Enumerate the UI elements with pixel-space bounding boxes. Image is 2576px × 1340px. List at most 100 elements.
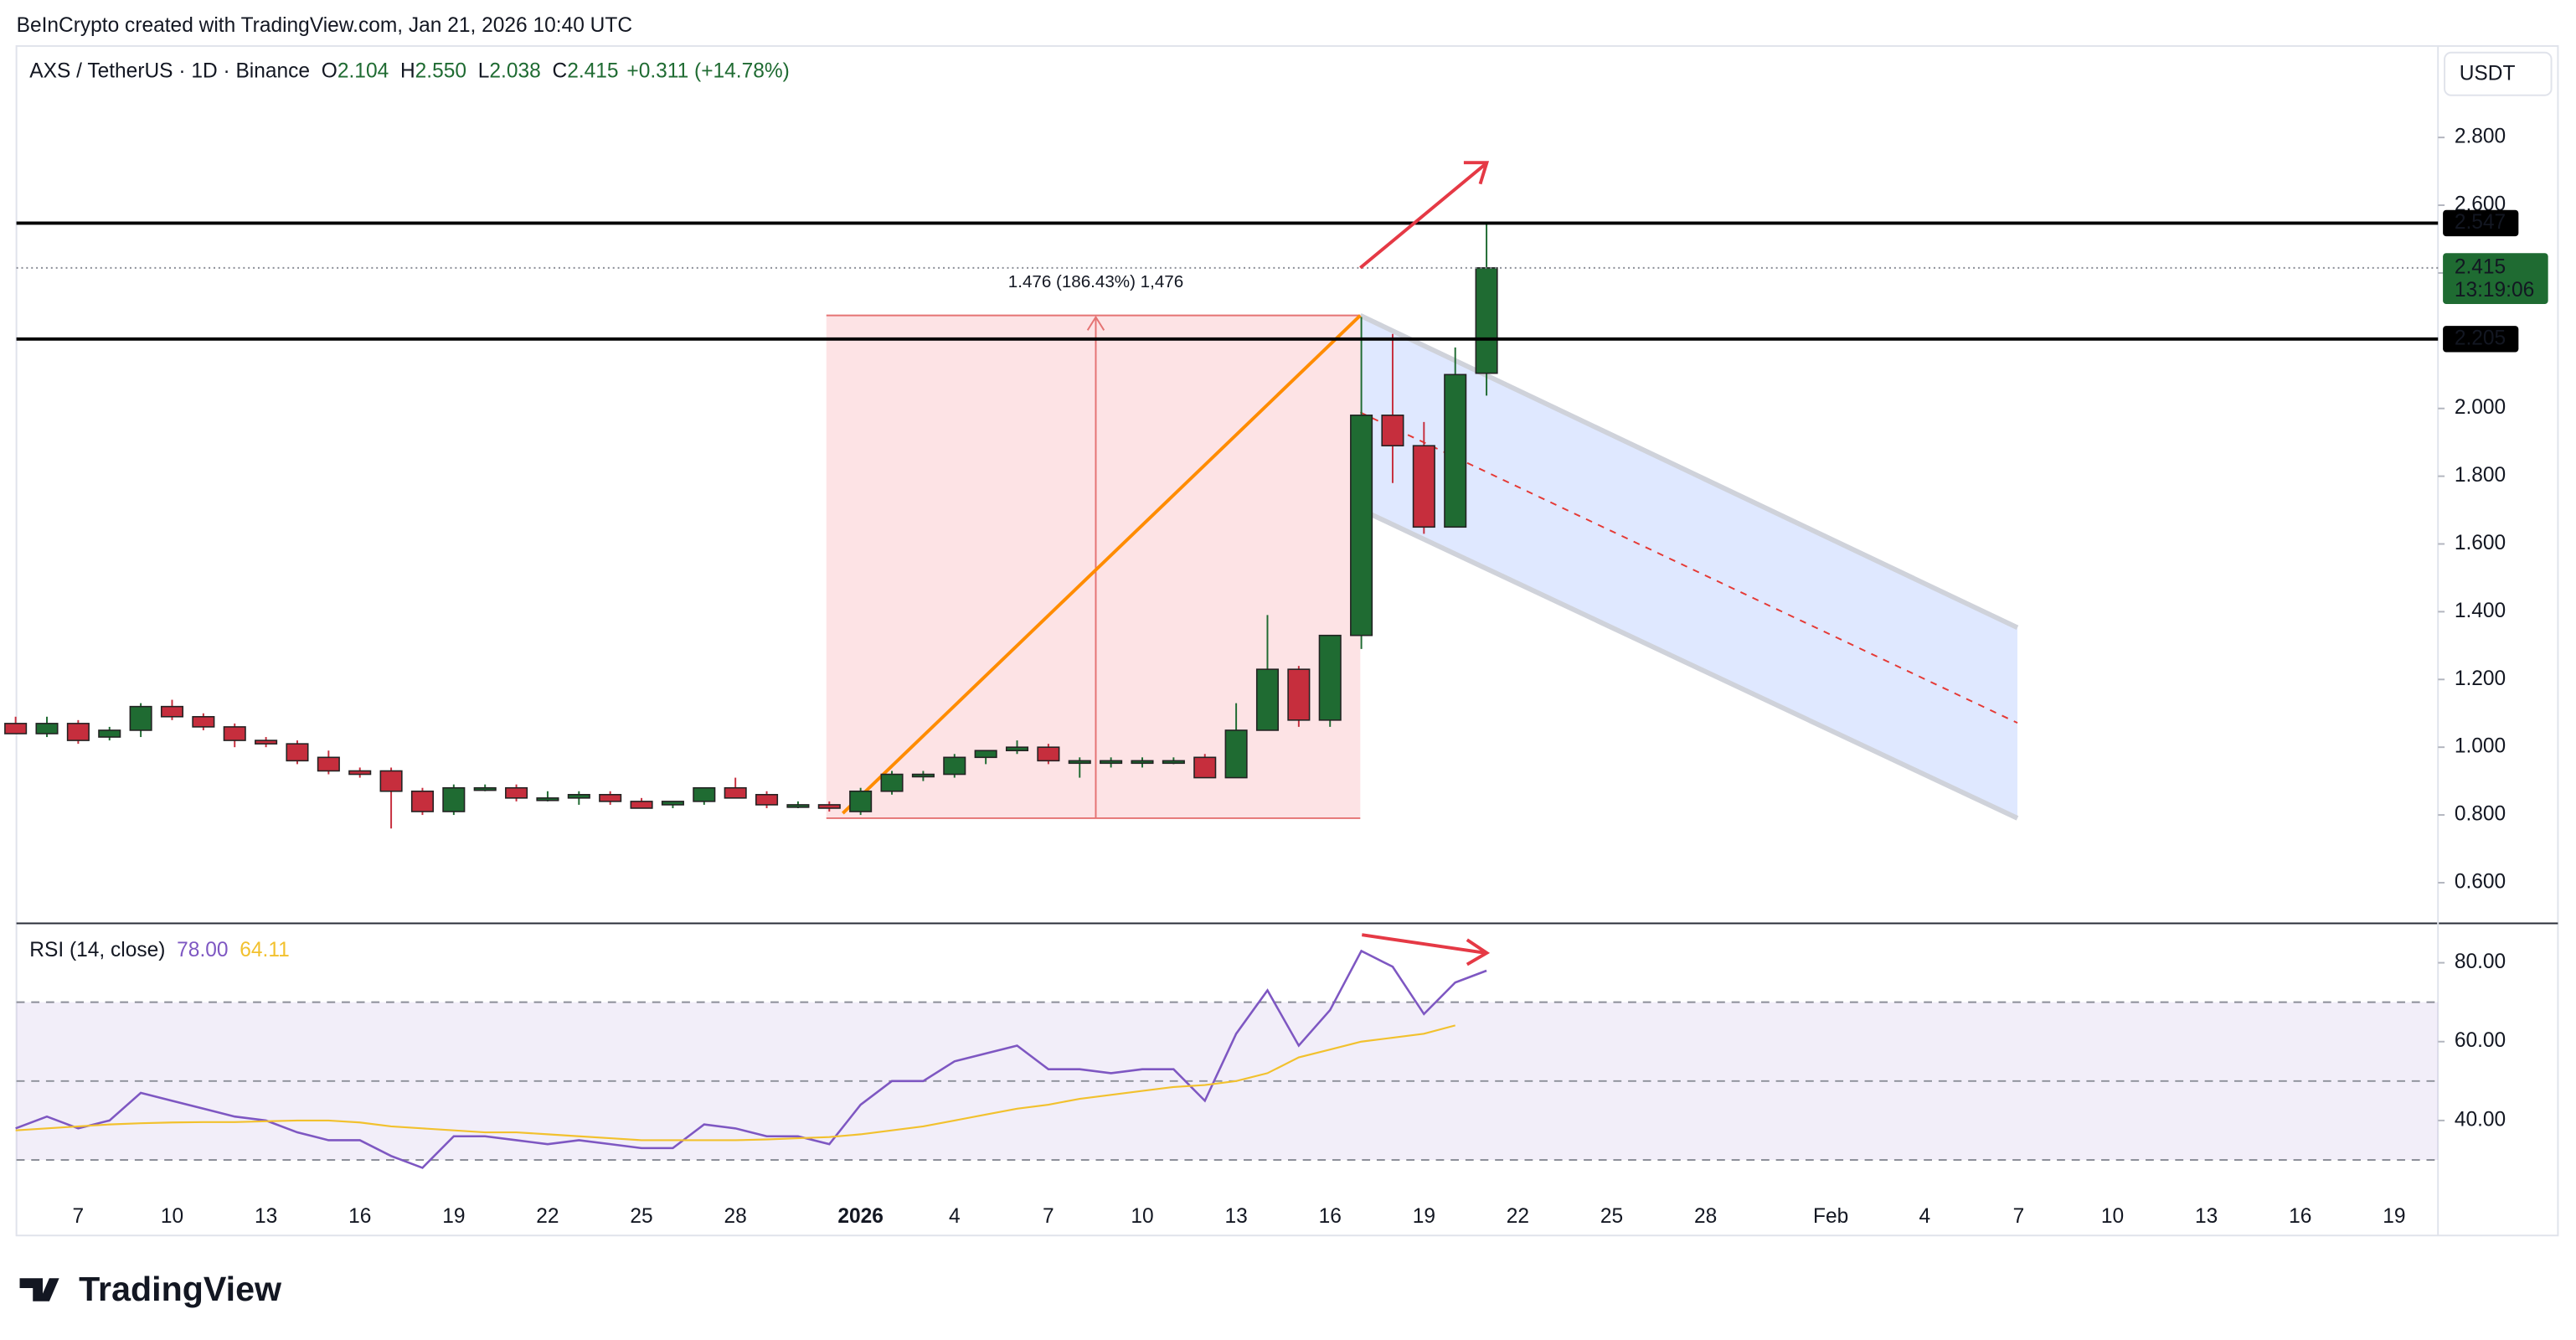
candle-body: [974, 750, 997, 759]
candle-body: [1412, 445, 1435, 528]
candle-body: [4, 723, 28, 734]
rsi-title: RSI (14, close): [29, 939, 165, 961]
candle-body: [661, 801, 684, 806]
candle-body: [1193, 756, 1217, 779]
y-tick-label: 1.400: [2455, 600, 2506, 622]
back-layer: 1.476 (186.43%) 1,476: [16, 272, 2439, 1161]
logo-icon: [19, 1278, 59, 1301]
ohlc-value: 2.038: [489, 60, 540, 83]
symbol-title: AXS / TetherUS · 1D · Binance: [29, 60, 310, 83]
rsi-line: [15, 949, 1487, 1169]
y-tick-label: 0.800: [2455, 803, 2506, 826]
candle-body: [943, 756, 966, 776]
candle-body: [473, 786, 497, 791]
brand: TradingView: [79, 1270, 282, 1308]
last-price-label: 2.415: [2455, 255, 2506, 278]
candle-body: [379, 770, 403, 792]
candle-body: [129, 705, 152, 731]
price-arrow: [1359, 162, 1486, 270]
candle-body: [849, 790, 873, 812]
candle-body: [755, 794, 779, 806]
candle-body: [817, 804, 841, 809]
x-tick-label: 16: [348, 1205, 371, 1228]
candle-body: [724, 786, 747, 799]
x-tick-label: 4: [1919, 1205, 1930, 1228]
candle-body: [348, 770, 372, 776]
candle-body: [1131, 760, 1154, 765]
ohlc-key: O: [322, 60, 337, 83]
x-tick-label: Feb: [1813, 1205, 1848, 1228]
candle-body: [1005, 746, 1029, 752]
rsi-tick-label: 40.00: [2455, 1108, 2506, 1131]
y-tick-label: 0.600: [2455, 870, 2506, 893]
candle-body: [410, 790, 434, 812]
x-tick-label: 7: [73, 1205, 85, 1228]
front-layer: 2.8002.6002.4002.0001.8001.6001.4001.200…: [4, 60, 2548, 1228]
rsi-value: 64.11: [240, 939, 290, 961]
rsi-arrowhead: [1466, 938, 1491, 966]
x-tick-label: 10: [1131, 1205, 1153, 1228]
x-tick-label: 7: [1043, 1205, 1054, 1228]
y-tick-label: 1.000: [2455, 735, 2506, 758]
candle-body: [286, 743, 309, 762]
candle-body: [1162, 760, 1185, 765]
candle-body: [1318, 634, 1342, 721]
ohlc-key: C: [553, 60, 568, 83]
candle-body: [880, 773, 904, 792]
attribution: BeInCrypto created with TradingView.com,…: [17, 14, 632, 37]
x-tick-label: 13: [255, 1205, 277, 1228]
candle-body: [1100, 760, 1123, 765]
measure-arrowhead: [1086, 315, 1105, 331]
price-badge: [2443, 209, 2519, 237]
candle-body: [1475, 267, 1498, 374]
rsi-tick-label: 80.00: [2455, 951, 2506, 973]
countdown: 13:19:06: [2455, 279, 2534, 302]
candle-body: [66, 723, 90, 741]
candle-body: [1255, 668, 1280, 731]
rsi-tick-label: 60.00: [2455, 1029, 2506, 1052]
candle-body: [630, 801, 653, 809]
candle-body: [505, 786, 528, 799]
candle-body: [911, 773, 935, 778]
candle-body: [192, 715, 215, 728]
candle-body: [223, 726, 246, 741]
ohlc-value: 2.104: [337, 60, 389, 83]
candle-body: [1287, 668, 1311, 721]
price-badge-label: 2.547: [2455, 211, 2506, 234]
last-price-badge: [2443, 253, 2548, 305]
ohlc-value: 2.415: [567, 60, 618, 83]
channel-mid: [1359, 411, 2018, 724]
y-tick-label: 1.800: [2455, 464, 2506, 487]
candle-body: [317, 756, 340, 772]
y-tick-label: 1.600: [2455, 532, 2506, 554]
ohlc-key: L: [478, 60, 490, 83]
annotations: [1359, 161, 1491, 966]
x-tick-label: 13: [1224, 1205, 1247, 1228]
currency-box[interactable]: [2444, 51, 2553, 96]
rsi-legend: RSI (14, close) 78.00 64.11: [29, 939, 289, 961]
candle-body: [442, 786, 466, 812]
x-tick-label: 19: [1413, 1205, 1435, 1228]
x-tick-label: 10: [2101, 1205, 2124, 1228]
candle-body: [786, 804, 810, 808]
change: +0.311 (+14.78%): [626, 60, 789, 83]
x-tick-label: 28: [1694, 1205, 1717, 1228]
x-tick-label: 7: [2013, 1205, 2025, 1228]
candle-body: [536, 797, 559, 801]
chart-frame: [15, 44, 2559, 1237]
ohlc-key: H: [400, 60, 415, 83]
candle-body: [1068, 760, 1091, 765]
x-tick-label: 13: [2195, 1205, 2218, 1228]
candle-body: [1444, 374, 1467, 528]
x-tick-label: 2026: [837, 1205, 884, 1228]
y-tick-label: 2.000: [2455, 396, 2506, 419]
candle-body: [693, 786, 716, 802]
rsi-line: [15, 1024, 1455, 1142]
candle-body: [1381, 415, 1404, 446]
candle-body: [567, 794, 590, 799]
x-tick-label: 22: [536, 1205, 559, 1228]
trend-line: [842, 314, 1362, 815]
candle-body: [1350, 415, 1373, 636]
